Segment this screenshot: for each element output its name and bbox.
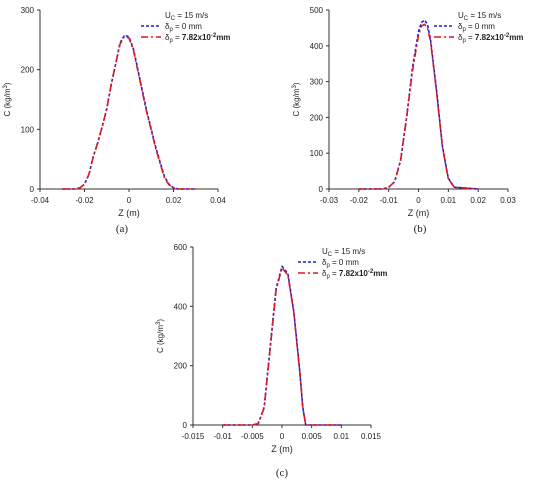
y-tick-label: 300 [310,78,324,87]
x-tick-label: -0.03 [320,196,339,205]
y-axis-label: C (kg/m3) [3,82,12,116]
x-tick-label: 0 [127,196,132,205]
series-line-dp-782 [62,35,196,190]
x-tick-label: -0.01 [380,196,399,205]
x-tick-label: -0.015 [182,432,205,441]
y-tick-label: 400 [174,302,188,311]
x-tick-label: 0.01 [441,196,457,205]
legend-title: UC = 15 m/s [165,11,208,22]
y-tick-label: 300 [21,6,35,15]
series-line-dp-0 [358,19,479,190]
y-tick-label: 200 [310,113,324,122]
x-tick-label: 0.015 [361,432,382,441]
x-tick-label: 0.02 [470,196,486,205]
series-line-dp-0 [222,265,342,426]
legend-entry-label: δp = 7.82x10-2mm [322,269,387,280]
legend-entry-label: δp = 7.82x10-2mm [165,33,230,44]
chart-b: -0.03 -0.02 -0.01 0 0.01 0.02 0.03 0 100 200 300 40… [292,6,523,235]
x-tick-label: -0.02 [350,196,369,205]
panel-caption: (c) [276,467,289,479]
y-axis-label: C (kg/m3) [292,82,301,116]
x-tick-label: -0.005 [241,432,264,441]
x-tick-label: -0.04 [31,196,50,205]
panel-caption: (b) [414,223,427,235]
series-line-dp-782 [358,23,479,190]
y-tick-label: 100 [310,149,324,158]
y-tick-label: 0 [30,185,35,194]
chart-a: -0.04 -0.02 0 0.02 0.04 0 100 200 300 Z (m) C (kg/… [3,6,230,235]
y-tick-label: 500 [310,6,324,15]
x-tick-label: -0.01 [214,432,233,441]
y-tick-label: 200 [21,66,35,75]
x-tick-label: -0.02 [75,196,94,205]
chart-c: -0.015 -0.01 -0.005 0 0.005 0.01 0.015 0 200 400 6… [156,243,387,479]
x-tick-label: 0 [416,196,421,205]
x-tick-label: 0.01 [334,432,350,441]
y-tick-label: 200 [174,362,188,371]
legend-title: UC = 15 m/s [458,11,501,22]
legend-entry-label: δp = 7.82x10-2mm [458,33,523,44]
x-axis-label: Z (m) [408,208,430,218]
x-axis-label: Z (m) [271,444,293,454]
x-tick-label: 0.005 [302,432,323,441]
legend-entry-label: δp = 0 mm [165,22,202,33]
y-tick-label: 100 [21,125,35,134]
legend-entry-label: δp = 0 mm [322,258,359,269]
y-tick-label: 400 [310,42,324,51]
y-tick-label: 0 [183,421,188,430]
x-tick-label: 0.04 [210,196,226,205]
legend-entry-label: δp = 0 mm [458,22,495,33]
y-tick-label: 600 [174,243,188,252]
y-axis-label: C (kg/m3) [156,319,165,353]
series-line-dp-0 [62,34,196,190]
x-tick-label: 0.02 [166,196,182,205]
x-tick-label: 0.03 [500,196,516,205]
series-line-dp-782 [222,266,342,426]
x-axis-label: Z (m) [118,208,140,218]
legend-title: UC = 15 m/s [322,247,365,258]
x-tick-label: 0 [280,432,285,441]
panel-caption: (a) [116,223,129,235]
y-tick-label: 0 [319,185,324,194]
